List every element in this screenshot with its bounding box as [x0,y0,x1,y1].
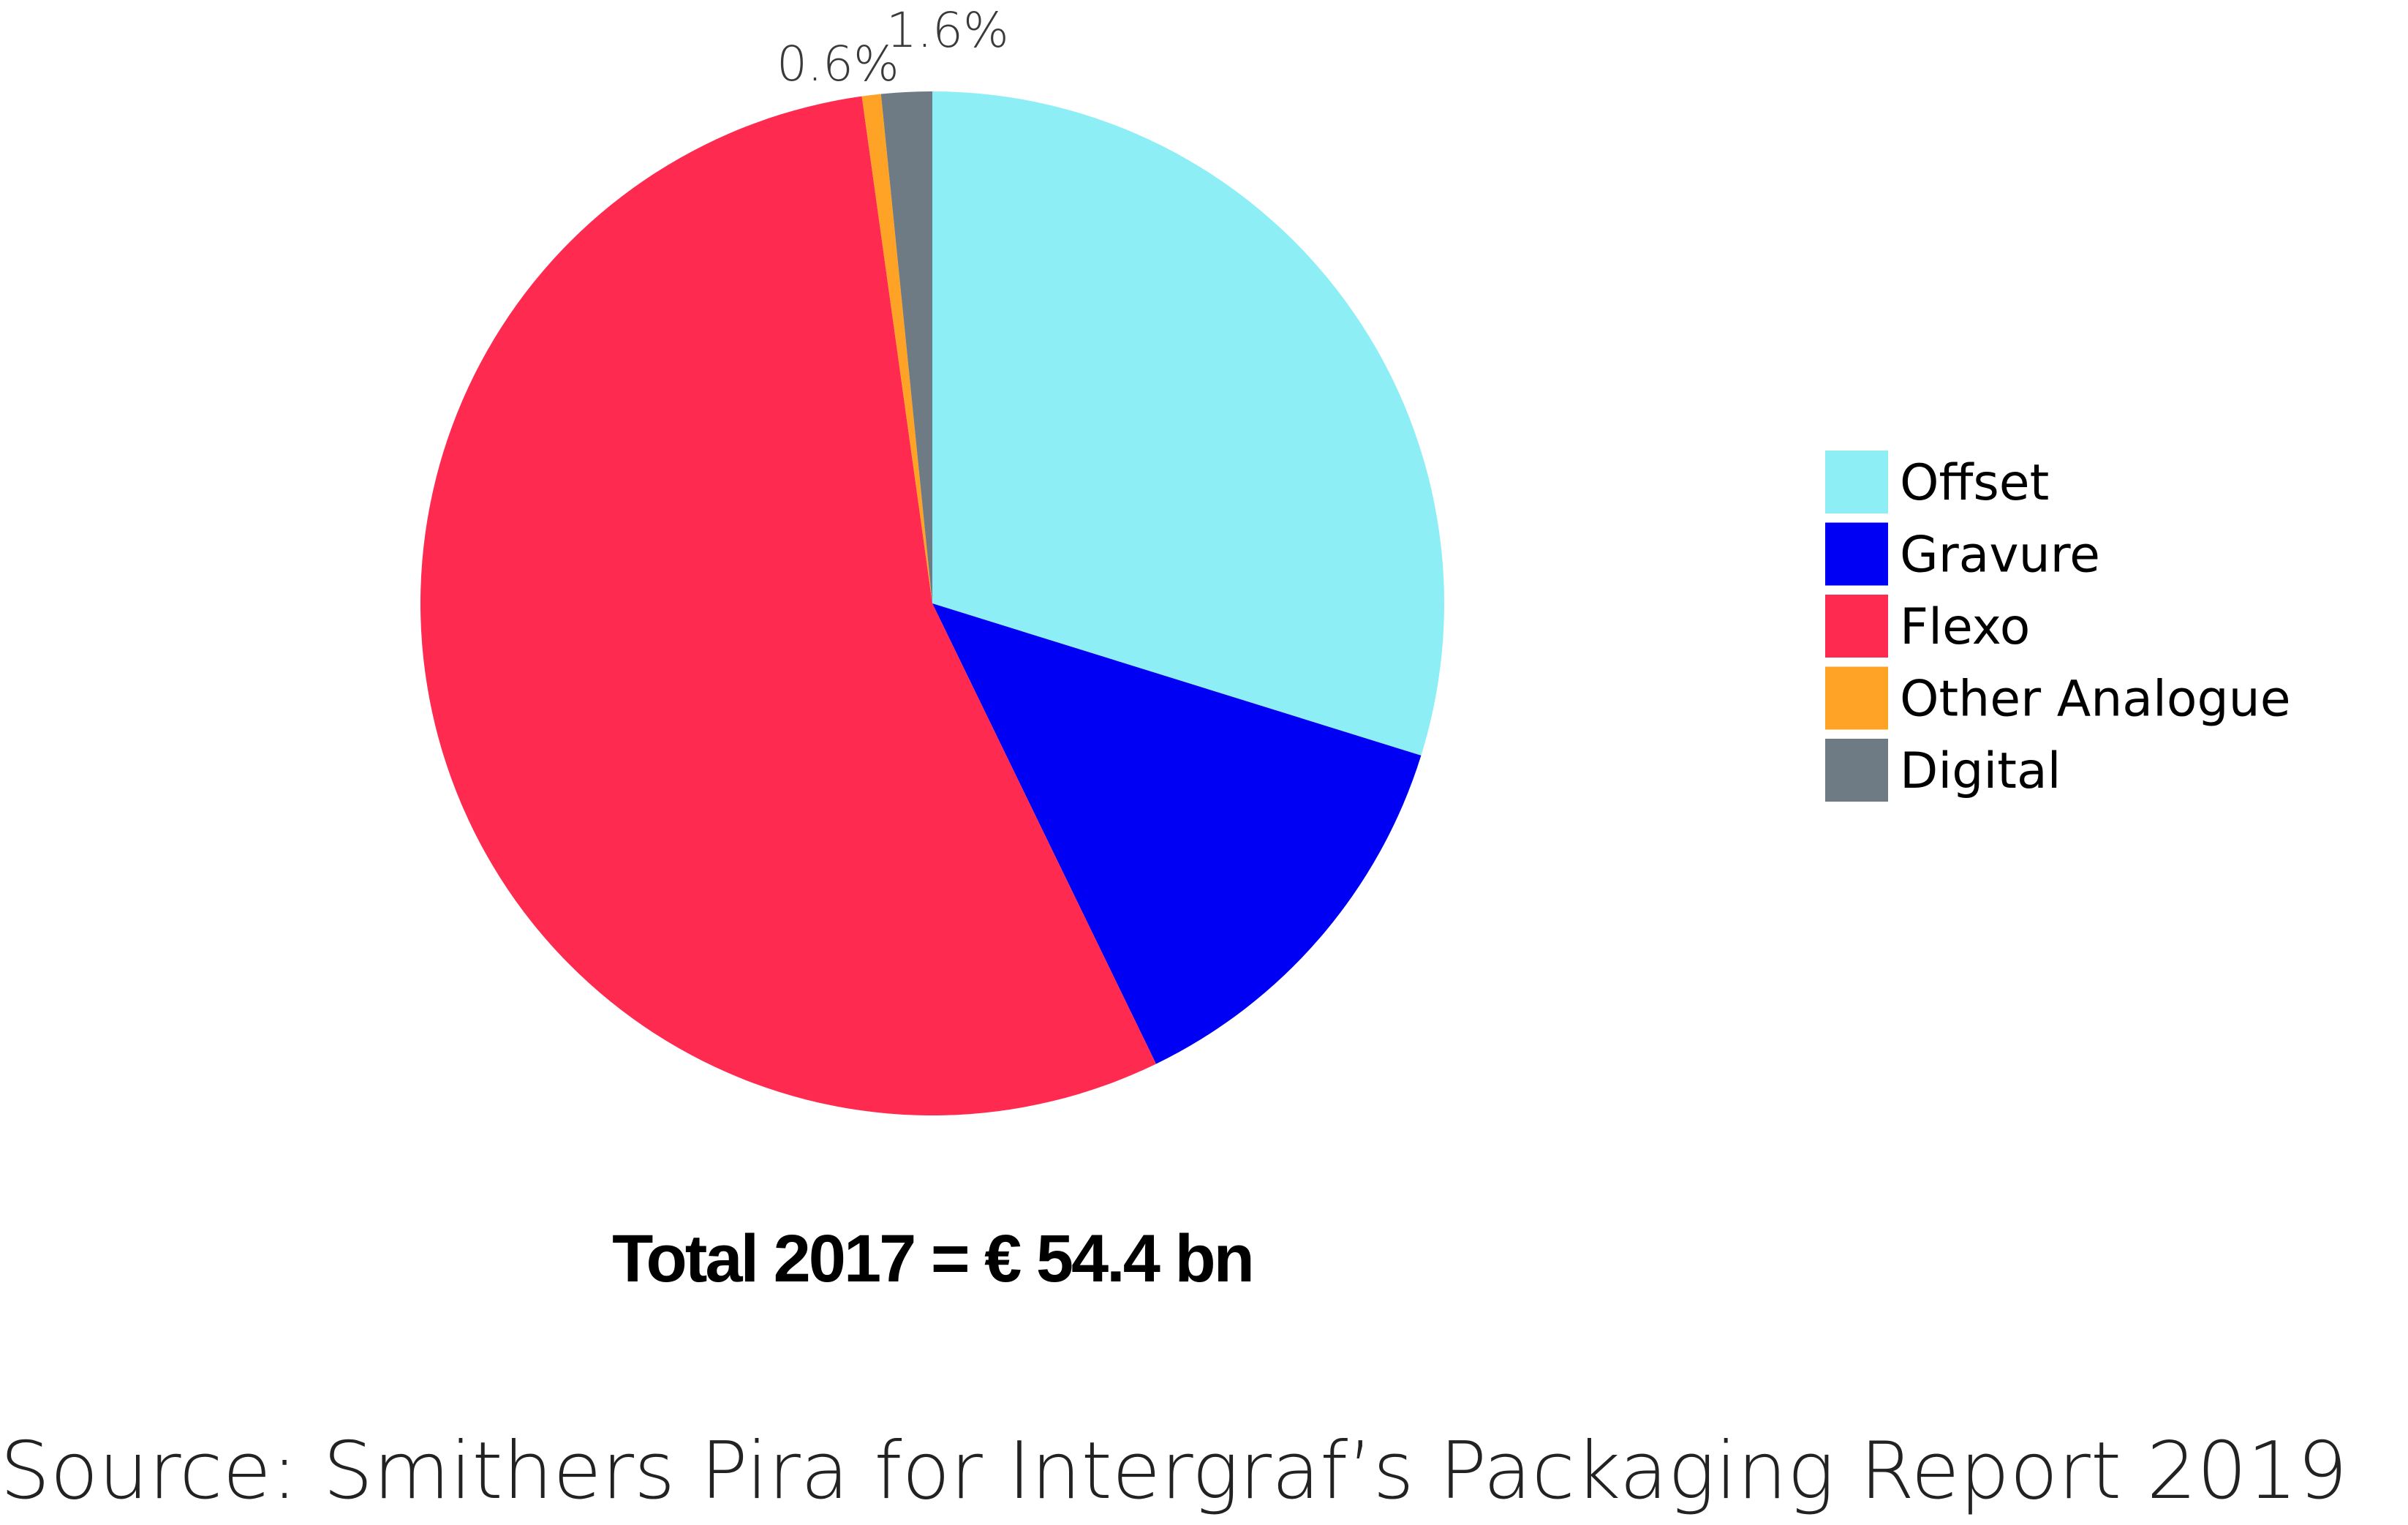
pie-slice-digital [880,91,932,603]
legend: Offset Gravure Flexo Other Analogue Digital [1825,451,2291,802]
pie-slice-gravure [932,603,1422,1064]
legend-label-gravure: Gravure [1900,527,2100,584]
data-label-digital: 1.6% [886,2,1009,59]
source-note: Source: Smithers Pira for Intergraf’s Pa… [0,1426,2347,1517]
pie-slices [420,91,1444,1116]
legend-swatch-digital [1825,739,1888,802]
legend-swatch-flexo [1825,595,1888,658]
pie-slice-other-analogue [861,94,932,603]
legend-swatch-gravure [1825,522,1888,586]
legend-swatch-offset [1825,451,1888,513]
legend-label-other-analogue: Other Analogue [1900,671,2291,728]
pie-slice-offset [932,91,1444,756]
legend-swatch-other-analogue [1825,666,1888,730]
legend-label-offset: Offset [1900,454,2049,512]
pie-slice-flexo [420,96,1156,1116]
data-label-other-analogue: 0.6% [777,36,899,92]
legend-label-flexo: Flexo [1900,598,2030,656]
total-annotation: Total 2017 = € 54.4 bn [612,1221,1253,1296]
legend-label-digital: Digital [1900,742,2061,800]
